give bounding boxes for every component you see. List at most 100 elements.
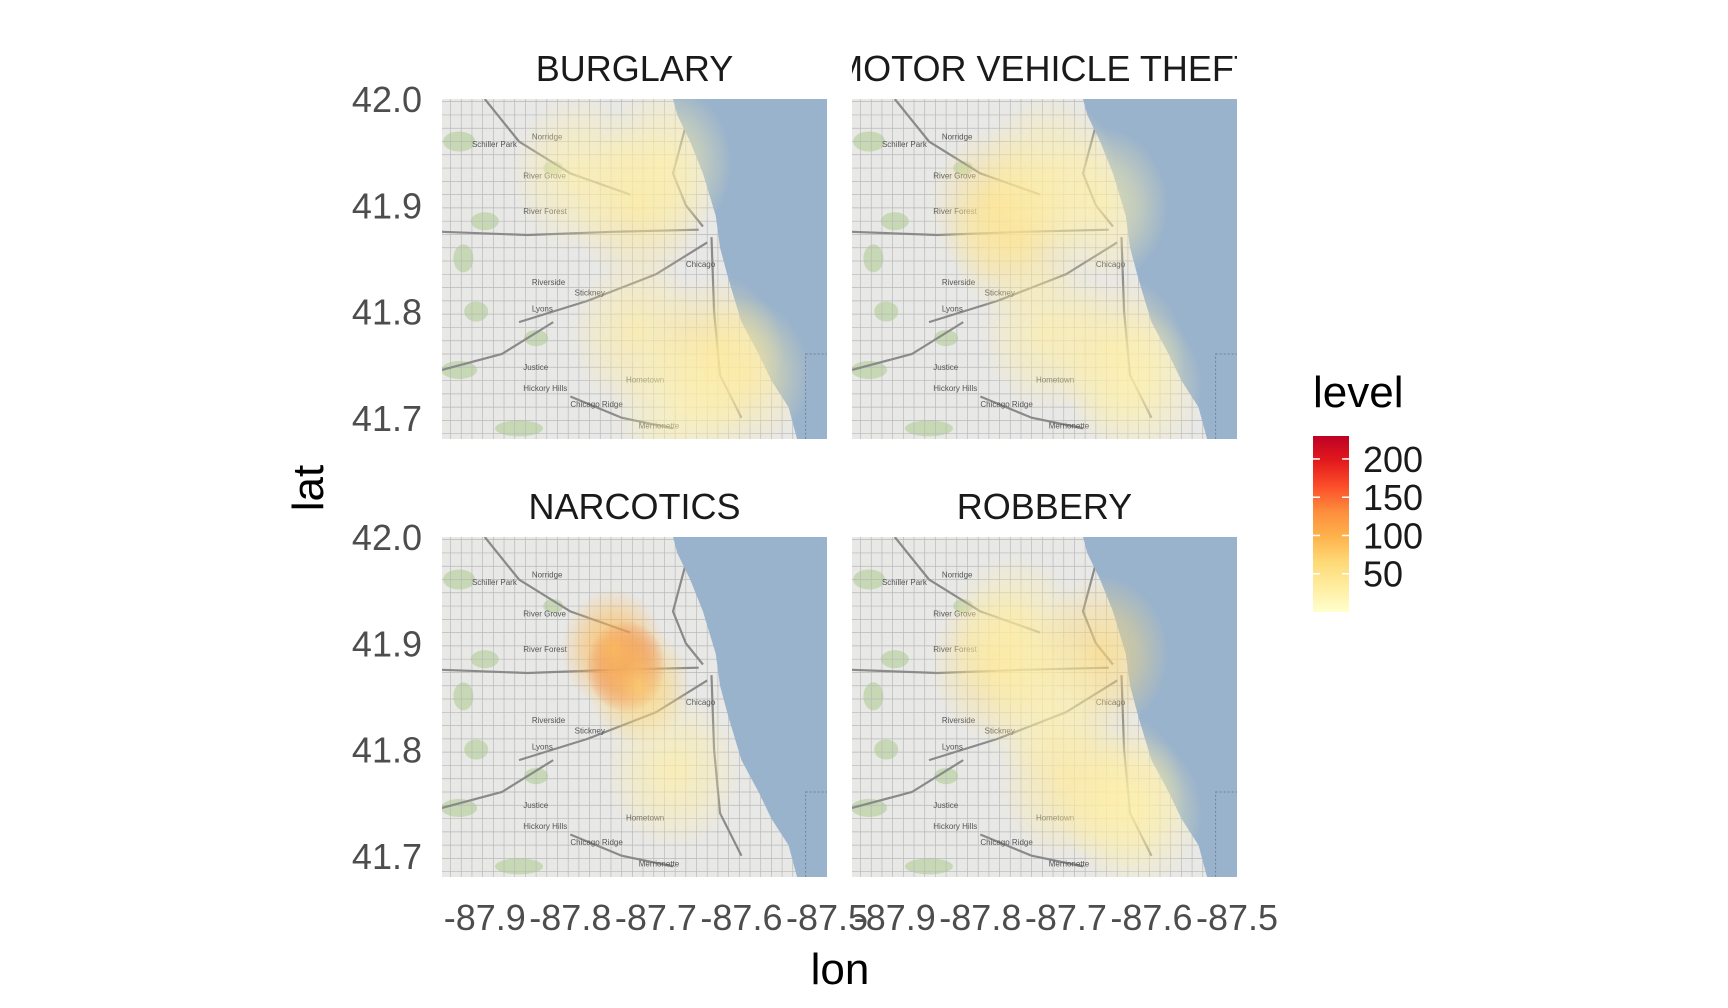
map-place-label: Justice [933,801,958,810]
y-tick-label: 42.0 [352,79,422,120]
map-place-label: Merrionette [639,859,680,868]
legend-tick-label: 100 [1363,515,1423,556]
map-highway [979,833,1084,868]
map-highway [671,547,704,666]
x-tick-label: -87.7 [615,897,697,938]
map-place-label: River Grove [523,610,566,619]
map-highway [852,759,964,810]
y-tick-label: 42.0 [352,517,422,558]
map-highway [442,321,554,372]
map-park [464,739,489,760]
density-hotspot [605,692,741,849]
map-place-label: River Forest [523,645,567,654]
density-hotspot [1066,735,1203,877]
map-place-label: Schiller Park [472,140,518,149]
map-place-label: Hickory Hills [523,822,567,831]
legend-title: level [1313,368,1404,417]
map-park [464,301,489,322]
map-place-label: Chicago [686,260,716,269]
x-tick-label: -87.5 [786,897,868,938]
map-park [874,301,899,322]
map-place-label: Norridge [532,570,563,579]
map-park [495,420,543,437]
map-park [863,244,884,273]
y-tick-label: 41.9 [352,623,422,664]
map-highway [979,395,1084,430]
map-boundary [1215,353,1237,439]
facet-strip-label: ROBBERY [957,486,1132,527]
map-place-label: Schiller Park [882,140,928,149]
map-park [874,739,899,760]
legend-tick-label: 150 [1363,477,1423,518]
density-hotspot [613,328,750,439]
map-place-label: Norridge [942,570,973,579]
map-park [453,682,474,711]
map-place-label: Lyons [532,305,553,314]
x-tick-label: -87.8 [939,897,1021,938]
y-tick-label: 41.8 [352,730,422,771]
facet-strip-label: NARCOTICS [528,486,740,527]
map-boundary [805,791,827,877]
map-place-label: Chicago Ridge [980,838,1033,847]
density-hotspot [596,99,733,241]
x-tick-label: -87.6 [700,897,782,938]
x-tick-label: -87.6 [1110,897,1192,938]
map-place-label: Schiller Park [472,578,518,587]
map-place-label: Justice [933,363,958,372]
map-place-label: Justice [523,801,548,810]
density-hotspot [1032,127,1169,284]
map-place-label: Chicago Ridge [570,400,623,409]
legend-colorbar [1313,436,1349,612]
axes: 41.741.841.942.041.741.841.942.0-87.9 -87… [284,79,1278,994]
x-axis-title: lon [811,945,870,994]
map-place-label: Hickory Hills [933,384,977,393]
map-place-label: Lyons [532,743,553,752]
map-place-label: Stickney [575,727,605,736]
y-tick-label: 41.7 [352,398,422,439]
map-place-label: Lyons [942,743,963,752]
map-park [453,244,474,273]
facet-strip-label: BURGLARY [536,48,733,89]
facet-panels: Schiller Park Norridge River Grove River Fo… [442,48,1256,877]
map-park [495,858,543,875]
x-tick-label: -87.9 [444,897,526,938]
map-place-label: Chicago Ridge [570,838,623,847]
map-park [905,858,953,875]
y-axis-title: lat [284,465,333,511]
facet-strip-label: MOTOR VEHICLE THEFT [833,48,1256,89]
x-tick-label: -87.7 [1025,897,1107,938]
map-highway [442,759,554,810]
map-place-label: Lyons [942,305,963,314]
map-highway [852,321,964,372]
map-place-label: Schiller Park [882,578,928,587]
legend-tick-label: 50 [1363,554,1403,595]
map-place-label: Riverside [942,278,976,287]
map-boundary [1215,791,1237,877]
y-tick-label: 41.9 [352,185,422,226]
map-park [863,682,884,711]
x-tick-label: -87.9 [854,897,936,938]
x-tick-label: -87.8 [529,897,611,938]
y-tick-label: 41.8 [352,292,422,333]
map-place-label: Hickory Hills [523,384,567,393]
map-place-label: Merrionette [1049,421,1090,430]
facet-panel: Schiller Park Norridge River Grove River Fo… [442,486,827,877]
map-lake [673,537,827,877]
x-tick-label: -87.5 [1196,897,1278,938]
map-place-label: Chicago Ridge [980,400,1033,409]
map-place-label: Riverside [532,278,566,287]
y-tick-label: 41.7 [352,836,422,877]
map-highway [569,833,674,868]
map-park [905,420,953,437]
map-place-label: Merrionette [1049,859,1090,868]
map-place-label: Justice [523,363,548,372]
map-place-label: Riverside [532,716,566,725]
density-hotspot [1066,307,1203,439]
map-place-label: Hickory Hills [933,822,977,831]
map-place-label: Norridge [942,132,973,141]
